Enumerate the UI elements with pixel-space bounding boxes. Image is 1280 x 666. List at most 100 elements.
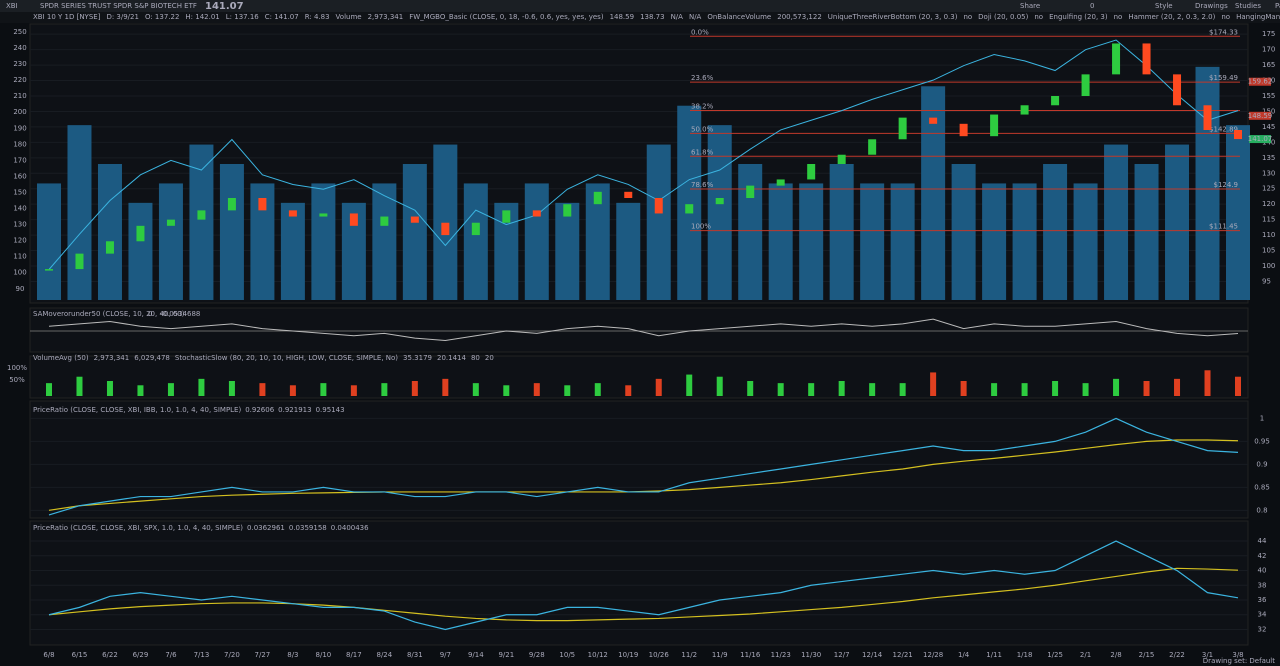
candle (136, 225, 145, 242)
panel-title: SAMoverorunder50 (CLOSE, 10, 20, 40, 60) (33, 310, 185, 318)
volume-bar (198, 378, 205, 396)
obv-tick-label: 170 (13, 156, 26, 164)
toolbar-button[interactable]: Drawings (1195, 2, 1228, 10)
date-label: 9/14 (468, 651, 484, 659)
header-item: Engulfing (20, 3) (1049, 13, 1108, 21)
y-tick-label: 105 (1262, 247, 1275, 255)
volume-bar (381, 383, 388, 396)
y-tick-label: 130 (1262, 169, 1275, 177)
volume-bar (677, 105, 702, 300)
date-label: 10/5 (559, 651, 575, 659)
toolbar-button[interactable]: Style (1155, 2, 1173, 10)
volume-bar (46, 383, 52, 396)
candle (197, 210, 206, 220)
volume-bar (829, 164, 854, 300)
volume-bar (37, 183, 61, 300)
volume-bar (716, 376, 723, 396)
header-item: no (1034, 13, 1043, 21)
header-item: Volume (336, 13, 362, 21)
toolbar-button[interactable]: Share (1020, 2, 1040, 10)
candle (75, 253, 84, 270)
date-label: 7/13 (194, 651, 210, 659)
fib-pct: 78.6% (691, 181, 714, 189)
candle (1173, 74, 1182, 106)
toolbar-button[interactable]: Studies (1235, 2, 1261, 10)
candle (471, 222, 480, 236)
header-item: OnBalanceVolume (707, 13, 771, 21)
volume-bar (97, 164, 122, 300)
volume-bar (463, 183, 488, 300)
obv-tick-label: 180 (13, 140, 26, 148)
header-item: Doji (20, 0.05) (978, 13, 1028, 21)
volume-bar (1052, 381, 1059, 396)
volume-bar (555, 202, 580, 300)
date-label: 10/26 (649, 651, 670, 659)
candle (380, 216, 389, 226)
panel-item: VolumeAvg (50) (33, 354, 89, 362)
date-label: 6/29 (133, 651, 149, 659)
price-badge-label: 159.62 (1248, 78, 1273, 86)
panel-item: 0.921913 (278, 406, 311, 414)
header-item: N/A (689, 13, 702, 21)
volume-bar (128, 202, 153, 300)
fib-pct: 61.8% (691, 148, 714, 156)
volume-bar (67, 125, 92, 301)
fib-pct: 38.2% (691, 103, 714, 111)
fib-price: $111.45 (1209, 223, 1238, 231)
candle (1112, 43, 1121, 75)
date-label: 8/10 (316, 651, 332, 659)
date-label: 8/17 (346, 651, 362, 659)
volume-bar (280, 202, 305, 300)
description: SPDR SERIES TRUST SPDR S&P BIOTECH ETF (40, 2, 197, 10)
header-item: L: 137.16 (226, 13, 260, 21)
volume-bar (655, 378, 662, 396)
candle (502, 210, 511, 223)
date-label: 10/12 (588, 651, 608, 659)
panel-item: PriceRatio (CLOSE, CLOSE, XBI, SPX, 1.0,… (33, 524, 243, 532)
header-item: UniqueThreeRiverBottom (20, 3, 0.3) (828, 13, 958, 21)
header-item: Hammer (20, 2, 0.3, 2.0) (1128, 13, 1215, 21)
date-label: 8/31 (407, 651, 423, 659)
date-label: 1/11 (986, 651, 1002, 659)
volume-bar (799, 183, 824, 300)
y-tick-label: 42 (1258, 552, 1267, 560)
volume-bar (890, 183, 915, 300)
volume-bar (686, 374, 693, 396)
toolbar-button[interactable]: Patterns (1275, 2, 1280, 10)
candle (624, 191, 633, 198)
candle (929, 117, 938, 124)
price-badge-label: 141.07 (1248, 135, 1273, 143)
y-tick-label: 44 (1258, 537, 1267, 545)
date-label: 1/4 (958, 651, 970, 659)
volume-bar (76, 376, 83, 396)
panel (29, 355, 1249, 399)
volume-bar (860, 183, 885, 300)
volume-bar (1204, 370, 1211, 396)
date-label: 11/30 (801, 651, 821, 659)
header-item: XBI 10 Y 1D [NYSE] (33, 13, 101, 21)
header-item: 148.59 (610, 13, 635, 21)
panel-item: 0.0362961 (247, 524, 285, 532)
y-tick-label: 36 (1258, 596, 1267, 604)
price-badge-label: 148.59 (1248, 112, 1273, 120)
volume-bar (106, 381, 113, 396)
obv-tick-label: 140 (13, 205, 26, 213)
candle (441, 222, 450, 236)
volume-bar (524, 183, 549, 300)
volume-bar (158, 183, 183, 300)
toolbar (0, 0, 1280, 12)
candle (288, 210, 297, 217)
y-tick-label: 32 (1258, 625, 1267, 633)
fib-price: $174.33 (1209, 28, 1238, 36)
volume-bar (616, 202, 641, 300)
candle (319, 213, 328, 217)
y-tick-label: 100 (1262, 262, 1275, 270)
date-label: 8/3 (287, 651, 298, 659)
symbol[interactable]: XBI (6, 2, 18, 10)
y-tick-label: 145 (1262, 123, 1275, 131)
header-bar (0, 12, 1280, 23)
candle (1081, 74, 1090, 96)
candle (593, 191, 602, 205)
header-item: D: 3/9/21 (106, 13, 139, 21)
date-label: 1/25 (1047, 651, 1063, 659)
